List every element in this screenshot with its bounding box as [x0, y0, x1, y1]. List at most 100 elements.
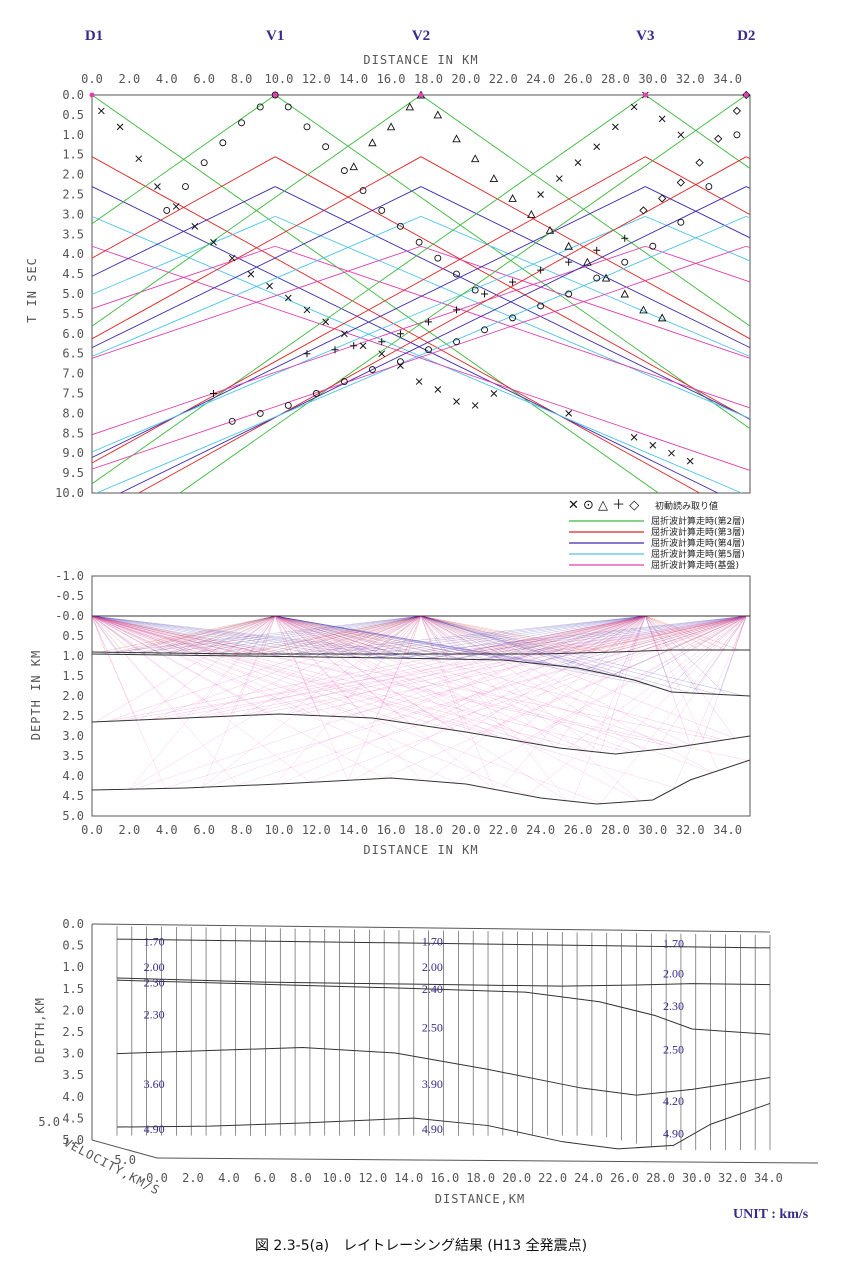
pick-o [322, 143, 330, 151]
ray-path [420, 615, 502, 661]
ray-path [241, 615, 646, 716]
travel-time-curve-layer3 [420, 156, 751, 340]
ray-path [591, 615, 646, 653]
ray-path [91, 615, 214, 654]
ray-path [407, 615, 422, 655]
pick-triangle [508, 194, 517, 202]
ray-path [272, 615, 422, 655]
ray-path [420, 615, 556, 666]
ray-path [275, 615, 495, 790]
ray-path [618, 615, 646, 653]
ray-path [678, 615, 747, 651]
shot-label-v2: V2 [412, 28, 430, 44]
ray-path [420, 615, 516, 655]
velocity-value: 2.00 [663, 967, 684, 981]
ray-path [91, 615, 182, 719]
pick-plus [593, 246, 601, 254]
pick-x [658, 115, 666, 123]
pick-plus [350, 342, 358, 350]
ray-path [180, 615, 276, 654]
pick-triangle [657, 313, 667, 322]
ray-path [274, 615, 303, 655]
pick-o [733, 131, 741, 139]
travel-time-x-tick: 20.0 [451, 72, 480, 86]
ray-path [91, 615, 457, 784]
pick-diamond [742, 90, 751, 100]
travel-time-y-tick: 5.5 [62, 307, 84, 321]
ray-path [420, 615, 462, 655]
pick-x [341, 330, 348, 338]
ray-path [275, 615, 545, 746]
ray-path [91, 615, 384, 779]
ray-path [91, 615, 227, 655]
ray-path [91, 615, 311, 783]
ray-path [426, 615, 646, 782]
ray-path [584, 615, 747, 670]
ray-paths [91, 615, 749, 804]
ray-path [275, 615, 343, 655]
pick-x [154, 183, 161, 190]
pick-o [368, 366, 376, 374]
pick-x [612, 123, 619, 131]
ray-path [275, 615, 451, 655]
ray-path [275, 615, 713, 773]
velocity-value: 2.40 [422, 982, 443, 996]
ray-path [645, 615, 660, 651]
pick-triangle [620, 289, 630, 298]
ray-path [429, 615, 646, 659]
ray-path [566, 615, 747, 750]
travel-time-curve-basement [91, 245, 276, 310]
ray-path [420, 615, 583, 670]
ray-tracing-y-tick: 1.5 [62, 669, 84, 683]
ray-path [584, 615, 747, 654]
velocity-value: 4.90 [422, 1122, 443, 1136]
ray-path [91, 615, 146, 655]
travel-time-x-ticks: 0.0 2.0 4.0 6.0 8.0 10.0 12.0 14.0 16.0 18.0 20.0 2… [81, 72, 742, 86]
pick-o [182, 183, 189, 190]
ray-path [275, 615, 383, 655]
ray-path [555, 615, 646, 748]
velocity-model-x-tick: 4.0 [218, 1171, 240, 1185]
pick-x [228, 254, 236, 262]
pick-o [677, 218, 685, 226]
travel-time-y-tick: 6.0 [62, 327, 84, 341]
ray-path [196, 615, 422, 718]
ray-path [420, 615, 646, 752]
ray-tracing-y-tick: 4.0 [62, 769, 84, 783]
velocity-model-x-tick: 32.0 [718, 1171, 747, 1185]
ray-path [151, 615, 422, 656]
legend-pick-symbols: ✕ ⊙ △ ＋ ◇ [568, 498, 639, 513]
ray-path [393, 615, 422, 659]
pick-triangle [527, 209, 536, 218]
ray-path [91, 615, 133, 653]
velocity-model-grid [91, 923, 819, 1164]
boundary-basement-top [91, 759, 751, 805]
travel-time-x-tick: 12.0 [302, 72, 331, 86]
ray-tracing-y-tick: 4.5 [62, 789, 84, 803]
ray-path [673, 615, 747, 790]
pick-plus [378, 338, 386, 346]
pick-o [565, 290, 573, 298]
ray-path [591, 615, 646, 672]
ray-tracing-x-tick: 10.0 [264, 823, 293, 837]
ray-path [645, 615, 700, 694]
ray-path [701, 615, 747, 744]
ray-path [248, 615, 276, 657]
legend-label-layer2: 屈折波計算走時(第2層) [651, 515, 745, 527]
velocity-model-x-ticks: 0.0 2.0 4.0 6.0 8.0 10.0 12.0 14.0 16.0 18.0 20.0 2… [146, 1171, 783, 1185]
ray-path [91, 615, 120, 655]
travel-time-y-axis-label: T IN SEC [25, 257, 39, 323]
ray-path [275, 615, 437, 655]
ray-path [91, 615, 227, 657]
ray-path [275, 615, 316, 655]
travel-time-curve-layer3 [91, 156, 422, 340]
ray-path [259, 615, 422, 655]
ray-path [299, 615, 422, 655]
ray-path [221, 615, 276, 654]
velocity-model-x-tick: 0.0 [146, 1171, 168, 1185]
velocity-value: 4.20 [663, 1094, 684, 1108]
ray-path [651, 615, 747, 651]
ray-path [286, 615, 422, 655]
ray-path [732, 615, 747, 651]
pick-o [378, 206, 386, 214]
